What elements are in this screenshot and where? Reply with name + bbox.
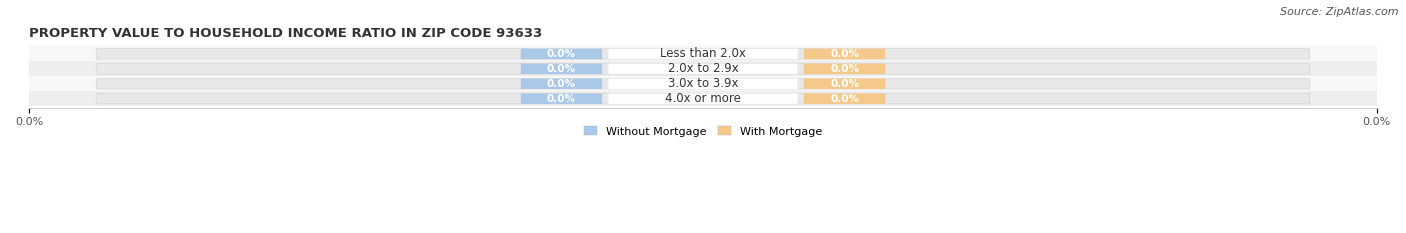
FancyBboxPatch shape [520,79,602,89]
Text: 0.0%: 0.0% [830,94,859,104]
Bar [30,46,1376,62]
FancyBboxPatch shape [609,64,797,74]
Legend: Without Mortgage, With Mortgage: Without Mortgage, With Mortgage [579,122,827,141]
FancyBboxPatch shape [609,93,797,104]
Text: 0.0%: 0.0% [547,79,576,89]
Text: 0.0%: 0.0% [830,79,859,89]
Bar [30,62,1376,76]
FancyBboxPatch shape [96,79,1310,89]
Text: 0.0%: 0.0% [547,94,576,104]
Text: PROPERTY VALUE TO HOUSEHOLD INCOME RATIO IN ZIP CODE 93633: PROPERTY VALUE TO HOUSEHOLD INCOME RATIO… [30,27,543,40]
Text: 4.0x or more: 4.0x or more [665,92,741,105]
FancyBboxPatch shape [96,64,1310,74]
FancyBboxPatch shape [520,93,602,104]
FancyBboxPatch shape [609,79,797,89]
Text: 0.0%: 0.0% [547,49,576,59]
FancyBboxPatch shape [96,93,1310,104]
Bar [30,91,1376,106]
Text: Less than 2.0x: Less than 2.0x [659,48,747,60]
FancyBboxPatch shape [804,64,886,74]
FancyBboxPatch shape [804,49,886,59]
FancyBboxPatch shape [520,64,602,74]
Text: 0.0%: 0.0% [547,64,576,74]
Text: 0.0%: 0.0% [830,64,859,74]
Text: 2.0x to 2.9x: 2.0x to 2.9x [668,62,738,75]
FancyBboxPatch shape [609,49,797,59]
FancyBboxPatch shape [96,49,1310,59]
Text: Source: ZipAtlas.com: Source: ZipAtlas.com [1281,7,1399,17]
FancyBboxPatch shape [804,79,886,89]
FancyBboxPatch shape [520,49,602,59]
Bar [30,76,1376,91]
Text: 3.0x to 3.9x: 3.0x to 3.9x [668,77,738,90]
FancyBboxPatch shape [804,93,886,104]
Text: 0.0%: 0.0% [830,49,859,59]
